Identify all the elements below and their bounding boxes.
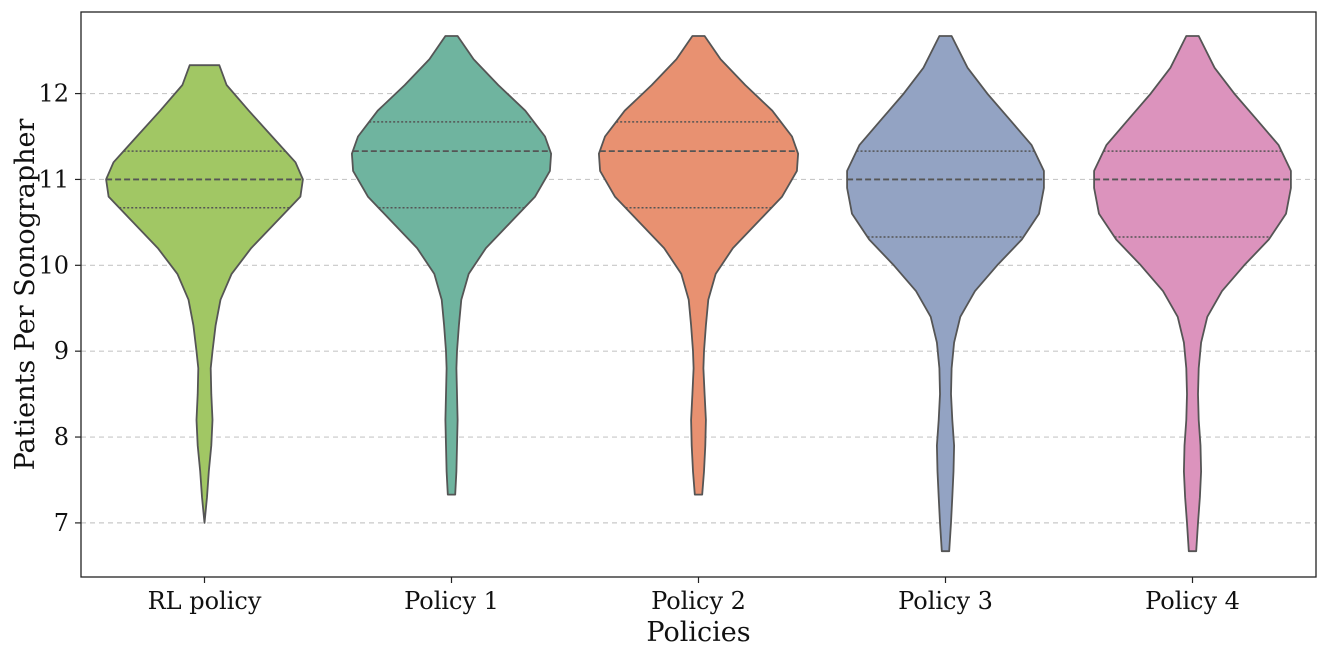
y-tick-label: 10 bbox=[38, 251, 69, 279]
y-axis-title: Patients Per Sonographer bbox=[10, 118, 41, 470]
y-tick-label: 8 bbox=[54, 423, 69, 451]
x-axis-ticks: RL policy Policy 1 Policy 2 Policy 3 Policy … bbox=[148, 577, 1240, 615]
x-tick-label: Policy 4 bbox=[1145, 587, 1240, 615]
x-tick-label: Policy 1 bbox=[404, 587, 499, 615]
y-tick-label: 12 bbox=[38, 80, 69, 108]
x-axis-title: Policies bbox=[646, 617, 750, 648]
x-tick-label: RL policy bbox=[148, 587, 262, 615]
y-axis-ticks: 7 8 9 10 11 12 bbox=[38, 80, 81, 537]
x-tick-label: Policy 3 bbox=[898, 587, 993, 615]
violins bbox=[105, 35, 1292, 553]
y-tick-label: 11 bbox=[38, 165, 69, 193]
violin-body bbox=[1093, 35, 1292, 553]
violin-body bbox=[846, 35, 1045, 553]
y-tick-label: 7 bbox=[54, 509, 69, 537]
x-tick-label: Policy 2 bbox=[651, 587, 746, 615]
y-tick-label: 9 bbox=[54, 337, 69, 365]
